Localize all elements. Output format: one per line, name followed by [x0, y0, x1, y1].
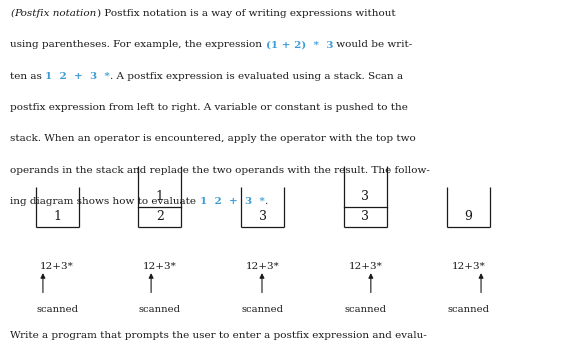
Text: postfix expression from left to right. A variable or constant is pushed to the: postfix expression from left to right. A… — [10, 103, 408, 112]
Text: 2: 2 — [156, 211, 164, 223]
Text: scanned: scanned — [36, 305, 78, 314]
Text: ) Postfix notation is a way of writing expressions without: ) Postfix notation is a way of writing e… — [96, 9, 395, 18]
Text: 3: 3 — [259, 211, 267, 223]
Text: 1: 1 — [53, 211, 61, 223]
Text: ten as: ten as — [10, 72, 46, 81]
Text: Write a program that prompts the user to enter a postfix expression and evalu-: Write a program that prompts the user to… — [10, 331, 427, 340]
Text: 12+3*: 12+3* — [40, 262, 74, 271]
Text: 1: 1 — [156, 190, 164, 203]
Text: stack. When an operator is encountered, apply the operator with the top two: stack. When an operator is encountered, … — [10, 134, 416, 143]
Text: 1  2  +  3  *: 1 2 + 3 * — [46, 72, 110, 81]
Text: 12+3*: 12+3* — [246, 262, 280, 271]
Text: using parentheses. For example, the expression: using parentheses. For example, the expr… — [10, 40, 266, 49]
Text: 3: 3 — [361, 211, 369, 223]
Text: scanned: scanned — [344, 305, 387, 314]
Text: ing diagram shows how to evaluate: ing diagram shows how to evaluate — [10, 197, 199, 206]
Text: operands in the stack and replace the two operands with the result. The follow-: operands in the stack and replace the tw… — [10, 165, 430, 175]
Text: 3: 3 — [361, 190, 369, 203]
Text: (1 + 2)  *  3: (1 + 2) * 3 — [266, 40, 333, 49]
Text: scanned: scanned — [139, 305, 181, 314]
Text: .: . — [264, 197, 268, 206]
Text: scanned: scanned — [447, 305, 489, 314]
Text: 12+3*: 12+3* — [451, 262, 485, 271]
Text: 12+3*: 12+3* — [348, 262, 383, 271]
Text: scanned: scanned — [242, 305, 284, 314]
Text: 12+3*: 12+3* — [143, 262, 177, 271]
Text: 9: 9 — [464, 211, 472, 223]
Text: Postfix notation: Postfix notation — [14, 9, 96, 18]
Text: . A postfix expression is evaluated using a stack. Scan a: . A postfix expression is evaluated usin… — [110, 72, 403, 81]
Text: (: ( — [10, 9, 14, 18]
Text: would be writ-: would be writ- — [333, 40, 412, 49]
Text: 1  2  +  3  *: 1 2 + 3 * — [199, 197, 264, 206]
